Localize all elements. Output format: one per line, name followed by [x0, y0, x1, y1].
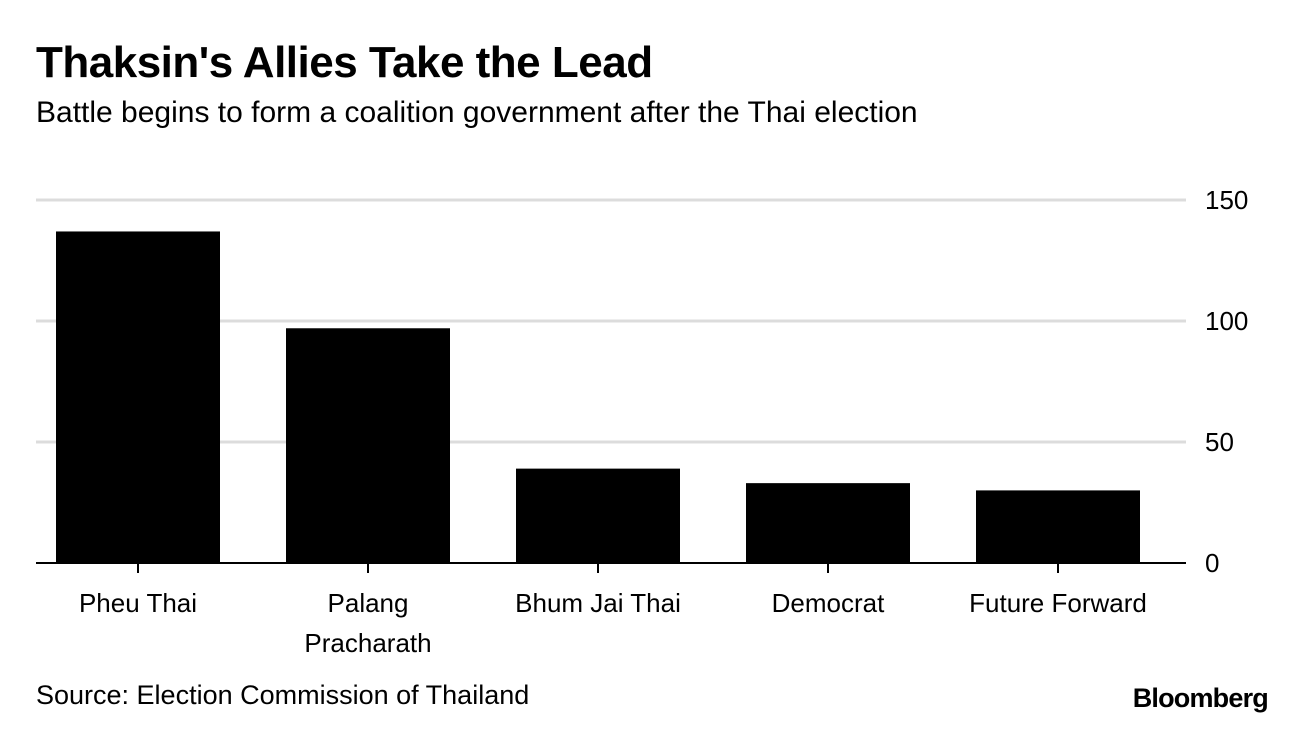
y-tick-label-50: 50: [1205, 427, 1234, 457]
y-tick-label-150: 150: [1205, 185, 1248, 215]
x-tick-label-line: Palang: [328, 588, 409, 618]
x-tick-label-4: Future Forward: [969, 588, 1147, 618]
x-tick-label-line: Pracharath: [304, 628, 431, 658]
bloomberg-logo: Bloomberg: [1132, 683, 1269, 713]
source-note: Source: Election Commission of Thailand: [36, 680, 530, 710]
chart-subtitle: Battle begins to form a coalition govern…: [36, 96, 918, 129]
bar-chart: 0 50 100 150 Pheu Thai Palang Pracharath Bhum J…: [36, 185, 1248, 658]
x-tick-label-line: Democrat: [772, 588, 885, 618]
x-tick-label-3: Democrat: [772, 588, 885, 618]
bar-0: [56, 231, 220, 563]
bar-3: [746, 483, 910, 563]
y-tick-label-0: 0: [1205, 548, 1219, 578]
x-tick-label-line: Bhum Jai Thai: [515, 588, 681, 618]
x-tick-label-2: Bhum Jai Thai: [515, 588, 681, 618]
bar-1: [286, 328, 450, 563]
x-tick-label-0: Pheu Thai: [79, 588, 197, 618]
bar-2: [516, 468, 680, 563]
x-tick-label-line: Future Forward: [969, 588, 1147, 618]
chart-title: Thaksin's Allies Take the Lead: [36, 38, 653, 87]
bar-4: [976, 490, 1140, 563]
x-tick-label-line: Pheu Thai: [79, 588, 197, 618]
y-tick-label-100: 100: [1205, 306, 1248, 336]
x-tick-label-1: Palang Pracharath: [304, 588, 431, 658]
